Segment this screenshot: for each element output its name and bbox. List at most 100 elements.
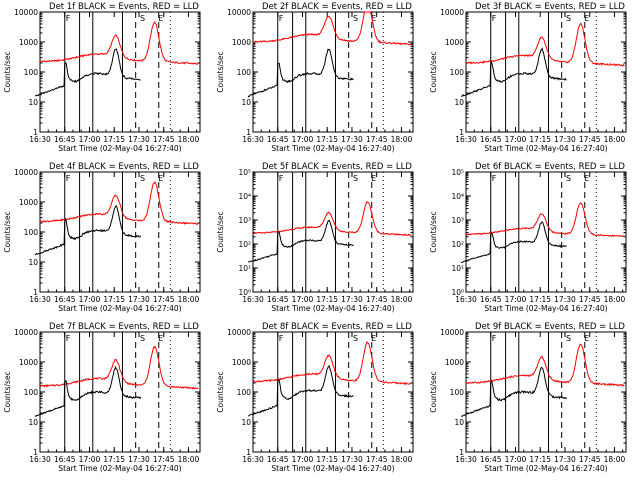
- lld-series-line: [39, 21, 199, 65]
- y-tick-label: 1: [33, 288, 38, 297]
- panel-title: Det 3f BLACK = Events, RED = LLD: [475, 2, 625, 12]
- marker-letter: S: [353, 174, 358, 183]
- y-tick-label: 100: [450, 68, 465, 77]
- lld-series-line: [39, 181, 199, 225]
- y-tick-label: 10⁰: [451, 288, 464, 297]
- y-tick-label: 100: [450, 388, 465, 397]
- panel-3: Det 3f BLACK = Events, RED = LLD 1 10 100 10…: [429, 2, 627, 153]
- y-tick-label: 10000: [14, 328, 38, 337]
- y-tick-label: 1000: [445, 358, 464, 367]
- marker-letter: S: [566, 174, 571, 183]
- x-tick-label: 16:45: [267, 135, 289, 144]
- y-tick-label: 10⁴: [238, 192, 251, 201]
- x-tick-label: 16:45: [54, 295, 76, 304]
- marker-letter: E: [584, 174, 589, 183]
- events-series-line: [34, 204, 142, 256]
- x-tick-label: 17:30: [128, 455, 150, 464]
- x-tick-label: 17:45: [366, 295, 388, 304]
- x-tick-label: 16:30: [455, 135, 477, 144]
- x-tick-label: 17:15: [529, 455, 551, 464]
- lld-series-line: [465, 343, 625, 387]
- y-tick-label: 1: [33, 448, 38, 457]
- x-tick-label: 17:00: [79, 135, 101, 144]
- events-series-line: [461, 47, 567, 97]
- x-tick-label: 16:30: [242, 135, 264, 144]
- marker-letter: F: [279, 174, 284, 183]
- y-tick-label: 10: [241, 418, 251, 427]
- y-tick-label: 10³: [451, 216, 464, 225]
- x-axis-label: Start Time (02-May-04 16:27:40): [271, 464, 394, 473]
- x-tick-label: 16:30: [455, 455, 477, 464]
- y-tick-label: 1: [33, 128, 38, 137]
- marker-letter: F: [66, 14, 71, 23]
- x-tick-label: 18:00: [178, 295, 200, 304]
- y-tick-label: 1000: [19, 358, 38, 367]
- x-tick-label: 16:30: [455, 295, 477, 304]
- x-tick-label: 17:45: [579, 455, 601, 464]
- x-tick-label: 17:15: [529, 295, 551, 304]
- marker-letter: E: [158, 174, 163, 183]
- marker-letter: E: [158, 14, 163, 23]
- lld-series-line: [252, 11, 412, 46]
- lld-series-line: [465, 22, 625, 67]
- y-axis-label: Counts/sec: [429, 371, 438, 412]
- y-tick-label: 10⁴: [451, 192, 464, 201]
- x-tick-label: 18:00: [178, 455, 200, 464]
- x-tick-label: 16:45: [480, 295, 502, 304]
- marker-letter: S: [353, 334, 358, 343]
- y-tick-label: 10000: [227, 328, 251, 337]
- marker-letter: S: [353, 14, 358, 23]
- panel-title: Det 8f BLACK = Events, RED = LLD: [262, 322, 412, 332]
- y-tick-label: 10000: [227, 8, 251, 17]
- x-tick-label: 17:00: [505, 135, 527, 144]
- y-axis-label: Counts/sec: [429, 211, 438, 252]
- x-tick-label: 17:15: [316, 295, 338, 304]
- y-tick-label: 100: [24, 388, 39, 397]
- x-tick-label: 17:30: [341, 455, 363, 464]
- x-tick-label: 17:30: [128, 295, 150, 304]
- panel-4: Det 4f BLACK = Events, RED = LLD 1 10 100 10…: [3, 162, 201, 313]
- marker-letter: F: [66, 174, 71, 183]
- marker-letter: S: [566, 14, 571, 23]
- x-tick-label: 17:30: [341, 295, 363, 304]
- marker-letter: E: [158, 334, 163, 343]
- x-tick-label: 18:00: [604, 135, 626, 144]
- x-axis-label: Start Time (02-May-04 16:27:40): [484, 144, 607, 153]
- x-tick-label: 17:45: [579, 135, 601, 144]
- y-tick-label: 100: [24, 68, 39, 77]
- x-tick-label: 17:15: [529, 135, 551, 144]
- marker-letter: E: [584, 334, 589, 343]
- panel-title: Det 4f BLACK = Events, RED = LLD: [49, 162, 199, 172]
- x-tick-label: 16:30: [29, 455, 51, 464]
- x-tick-label: 17:15: [316, 135, 338, 144]
- x-axis-label: Start Time (02-May-04 16:27:40): [484, 304, 607, 313]
- x-tick-label: 17:45: [153, 295, 175, 304]
- y-tick-label: 1000: [19, 38, 38, 47]
- y-axis-label: Counts/sec: [216, 211, 225, 252]
- y-tick-label: 10²: [451, 240, 464, 249]
- marker-letter: E: [371, 174, 376, 183]
- events-series-line: [248, 365, 354, 417]
- marker-letter: E: [371, 14, 376, 23]
- panel-title: Det 9f BLACK = Events, RED = LLD: [475, 322, 625, 332]
- x-tick-label: 17:15: [316, 455, 338, 464]
- y-tick-label: 1000: [445, 38, 464, 47]
- panel-6: Det 6f BLACK = Events, RED = LLD 10⁰ 10¹ 10…: [429, 162, 627, 313]
- x-tick-label: 16:45: [54, 135, 76, 144]
- events-series-line: [247, 48, 354, 98]
- events-series-line: [247, 220, 354, 263]
- y-tick-label: 10¹: [238, 264, 251, 273]
- marker-letter: S: [140, 174, 145, 183]
- panel-title: Det 2f BLACK = Events, RED = LLD: [262, 2, 412, 12]
- y-tick-label: 10000: [440, 8, 464, 17]
- x-tick-label: 16:45: [480, 455, 502, 464]
- y-tick-label: 1: [459, 448, 464, 457]
- marker-letter: F: [279, 14, 284, 23]
- y-tick-label: 100: [237, 388, 252, 397]
- x-tick-label: 18:00: [178, 135, 200, 144]
- x-tick-label: 16:45: [480, 135, 502, 144]
- y-tick-label: 10²: [238, 240, 251, 249]
- x-tick-label: 17:00: [505, 455, 527, 464]
- events-series-line: [460, 221, 567, 264]
